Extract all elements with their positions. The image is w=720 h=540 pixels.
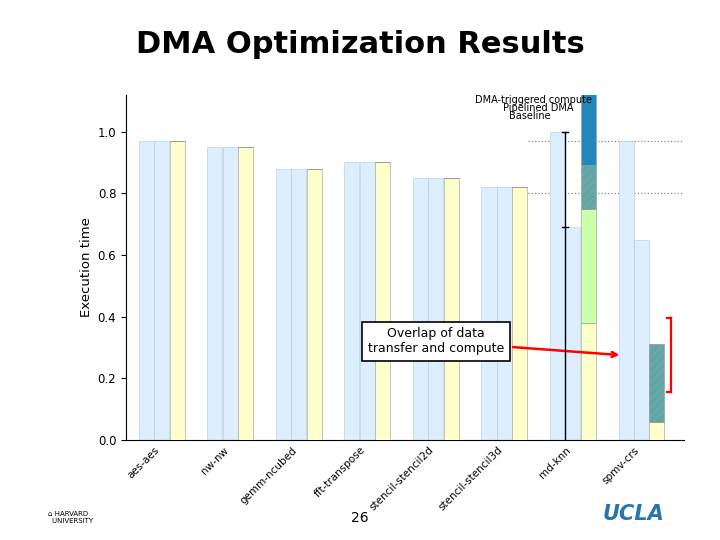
Bar (513, 187, 527, 440)
Bar (634, 240, 649, 440)
Bar (444, 178, 459, 440)
Bar (291, 168, 306, 440)
Text: DMA Optimization Results: DMA Optimization Results (135, 30, 585, 59)
Bar (360, 163, 375, 440)
Text: UCLA: UCLA (603, 504, 665, 524)
Bar (649, 422, 665, 440)
Bar (207, 147, 222, 440)
Text: 26: 26 (351, 511, 369, 525)
Bar (154, 141, 169, 440)
Bar (238, 147, 253, 440)
Bar (581, 323, 596, 440)
Bar (169, 141, 184, 440)
Bar (307, 168, 322, 440)
Text: Overlap of data
transfer and compute: Overlap of data transfer and compute (368, 327, 617, 357)
Y-axis label: Execution time: Execution time (81, 218, 94, 317)
Bar (565, 227, 580, 440)
Text: Pipelined DMA: Pipelined DMA (503, 103, 574, 113)
Bar (618, 141, 634, 440)
Bar (222, 147, 238, 440)
Text: DMA-triggered compute: DMA-triggered compute (475, 95, 592, 105)
Bar (482, 187, 497, 440)
Bar (276, 168, 291, 440)
Bar (581, 208, 596, 323)
Bar (581, 165, 596, 208)
Bar (649, 345, 665, 422)
Text: Baseline: Baseline (509, 111, 551, 121)
Bar (550, 132, 565, 440)
Bar (139, 141, 154, 440)
Bar (581, 89, 596, 165)
Bar (344, 163, 359, 440)
Text: ⌂ HARVARD
    UNIVERSITY: ⌂ HARVARD UNIVERSITY (43, 511, 94, 524)
Bar (413, 178, 428, 440)
Bar (375, 163, 390, 440)
Bar (428, 178, 444, 440)
Bar (497, 187, 512, 440)
